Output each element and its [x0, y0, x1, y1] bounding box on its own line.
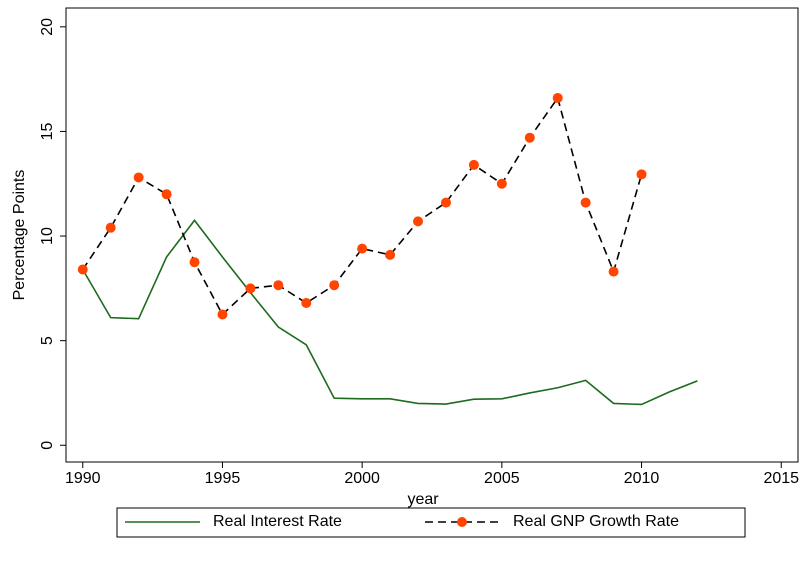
data-point — [77, 264, 88, 275]
data-point — [217, 309, 228, 320]
data-point — [357, 243, 368, 254]
series-line — [82, 219, 698, 406]
data-point — [301, 297, 312, 308]
data-point — [273, 280, 284, 291]
data-point — [468, 159, 479, 170]
data-point — [133, 172, 144, 183]
data-point — [189, 257, 200, 268]
y-tick-label: 0 — [39, 441, 56, 450]
data-point — [608, 266, 619, 277]
data-point — [524, 132, 535, 143]
data-point — [413, 216, 424, 227]
x-tick-label: 1990 — [65, 470, 101, 487]
data-point — [105, 222, 116, 233]
legend-label: Real GNP Growth Rate — [513, 513, 679, 530]
y-tick-label: 5 — [39, 336, 56, 345]
x-tick-label: 2005 — [484, 470, 520, 487]
data-point — [161, 189, 172, 200]
plot-frame — [65, 7, 799, 463]
y-axis-title: Percentage Points — [11, 170, 28, 301]
data-point — [440, 197, 451, 208]
data-point — [385, 249, 396, 260]
data-point — [329, 280, 340, 291]
data-point — [636, 169, 647, 180]
legend-marker — [457, 517, 467, 527]
series-line — [82, 96, 643, 316]
x-tick-label: 2010 — [624, 470, 660, 487]
x-tick-label: 2000 — [344, 470, 380, 487]
legend-label: Real Interest Rate — [213, 513, 342, 530]
x-tick-label: 2015 — [763, 470, 799, 487]
data-point — [496, 178, 507, 189]
y-tick-label: 10 — [39, 227, 56, 245]
data-point — [245, 283, 256, 294]
data-point — [580, 197, 591, 208]
data-point — [552, 92, 563, 103]
y-tick-label: 20 — [39, 18, 56, 36]
x-tick-label: 1995 — [205, 470, 241, 487]
y-tick-label: 15 — [39, 122, 56, 140]
x-axis-title: year — [407, 491, 439, 508]
